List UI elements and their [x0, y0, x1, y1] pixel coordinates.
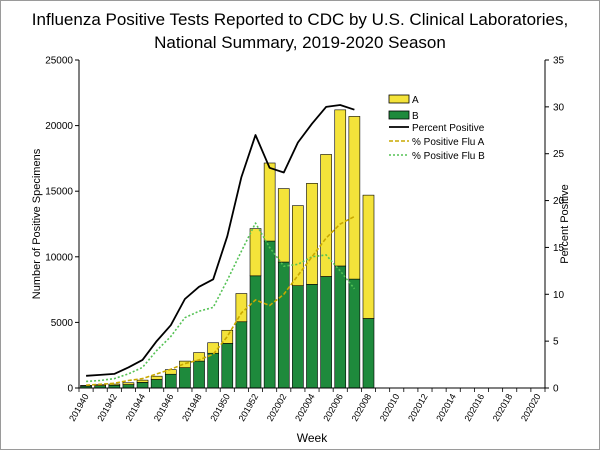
bar-a-18 [334, 109, 347, 267]
legend-swatch-b [388, 110, 410, 120]
legend-label-a: A [412, 95, 419, 106]
bar-b-14 [277, 261, 290, 389]
bar-a-13 [263, 162, 276, 242]
chart-title-line-1: Influenza Positive Tests Reported to CDC… [31, 10, 569, 29]
bar-a-20 [362, 194, 375, 319]
bar-a-11 [235, 293, 248, 323]
y-tick-left-label-4: 20000 [45, 121, 73, 132]
bar-b-6 [164, 373, 177, 389]
chart-title-line-2: National Summary, 2019-2020 Season [154, 33, 446, 52]
x-tick-label-13: 202014 [434, 392, 458, 423]
bar-b-13 [263, 240, 276, 389]
bar-a-7 [179, 360, 191, 368]
lines-layer [86, 104, 356, 386]
line-percent-positive [86, 104, 355, 377]
bar-b-10 [221, 343, 234, 389]
bar-b-16 [306, 284, 318, 389]
bar-b-3 [122, 384, 135, 389]
y-tick-right-label-4: 20 [553, 196, 565, 207]
bar-a-8 [193, 352, 205, 362]
legend-label-b: B [412, 111, 419, 122]
x-tick-label-3: 201946 [152, 392, 176, 423]
bar-a-14 [277, 188, 290, 263]
bar-b-11 [235, 321, 248, 389]
y-axis-left-label: Number of Positive Specimens [31, 148, 43, 299]
y-ticks-left: 0 5000 10000 15000 20000 25000 [45, 56, 79, 395]
bar-b-4 [136, 382, 149, 389]
line-pct-flu-a [86, 215, 355, 386]
x-tick-label-12: 202012 [406, 392, 430, 423]
bar-a-4 [136, 379, 149, 383]
legend: A B Percent Positive % Positive Flu A % … [388, 94, 485, 162]
bar-a-2 [108, 383, 121, 386]
legend-label-percent-positive: Percent Positive [412, 123, 485, 134]
x-tick-label-1: 201942 [95, 392, 119, 423]
x-tick-label-16: 202020 [519, 392, 543, 423]
bar-a-17 [320, 154, 332, 277]
x-tick-label-5: 201950 [208, 392, 232, 423]
line-pct-flu-b [86, 222, 356, 383]
bar-a-19 [348, 116, 361, 280]
x-tick-label-4: 201948 [180, 392, 204, 423]
x-tick-label-2: 201944 [124, 392, 148, 423]
y-ticks-right: 0 5 10 15 20 25 30 35 [545, 56, 565, 395]
bar-a-5 [150, 375, 163, 380]
legend-label-pct-flu-b: % Positive Flu B [412, 151, 485, 162]
bar-b-18 [334, 265, 347, 389]
legend-label-pct-flu-a: % Positive Flu A [412, 137, 485, 148]
y-tick-left-label-0: 0 [67, 384, 73, 395]
x-tick-label-10: 202008 [350, 392, 374, 423]
bar-b-5 [150, 379, 163, 389]
bar-a-15 [292, 205, 304, 286]
x-tick-label-7: 202002 [265, 392, 289, 423]
bar-a-3 [122, 382, 135, 385]
bar-b-9 [207, 352, 219, 389]
legend-swatch-a [388, 94, 410, 104]
x-ticks: 201940 201942 201944 201946 201948 201950 2019… [67, 388, 546, 423]
x-tick-label-11: 202010 [378, 392, 402, 423]
x-axis-label: Week [297, 431, 328, 445]
bar-b-7 [179, 367, 191, 389]
bar-b-20 [362, 318, 375, 389]
x-tick-label-15: 202018 [491, 392, 515, 423]
x-tick-label-6: 201952 [237, 392, 261, 423]
y-tick-right-label-3: 15 [553, 243, 565, 254]
y-tick-right-label-0: 0 [553, 384, 559, 395]
y-tick-left-label-2: 10000 [45, 252, 73, 263]
bar-a-9 [207, 342, 219, 354]
bar-b-8 [193, 360, 205, 389]
bar-a-6 [164, 369, 177, 375]
y-tick-right-label-6: 30 [553, 102, 565, 113]
y-axis-right-label: Percent Positive [559, 184, 571, 263]
y-tick-right-label-2: 10 [553, 290, 565, 301]
bar-a-16 [306, 183, 318, 285]
bar-a-0 [80, 385, 92, 387]
axes-layer [78, 60, 546, 389]
bar-b-19 [348, 278, 361, 389]
bar-b-17 [320, 276, 332, 389]
y-tick-left-label-1: 5000 [51, 318, 74, 329]
y-tick-left-label-3: 15000 [45, 187, 73, 198]
bar-a-12 [249, 228, 262, 277]
bar-b-15 [292, 285, 304, 389]
y-tick-left-label-5: 25000 [45, 56, 73, 67]
y-tick-right-label-7: 35 [553, 56, 565, 67]
y-tick-right-label-5: 25 [553, 149, 565, 160]
bar-b-12 [249, 275, 262, 389]
x-tick-label-14: 202016 [463, 392, 487, 423]
chart-title: Influenza Positive Tests Reported to CDC… [0, 8, 600, 54]
x-tick-label-8: 202004 [293, 392, 317, 423]
bar-a-10 [221, 329, 234, 344]
y-tick-right-label-1: 5 [553, 337, 559, 348]
x-tick-label-0: 201940 [67, 392, 91, 423]
x-tick-label-9: 202006 [321, 392, 345, 423]
bars-layer [80, 109, 375, 389]
